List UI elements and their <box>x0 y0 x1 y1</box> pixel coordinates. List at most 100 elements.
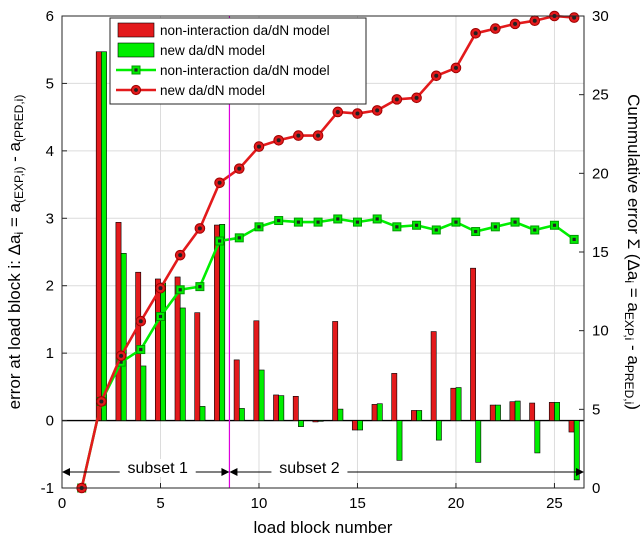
point-non-interaction-center-21 <box>474 229 478 234</box>
point-non-interaction-center-3 <box>119 360 123 364</box>
bar-new-16 <box>376 403 383 421</box>
subset-arrow-head-left-2 <box>229 468 238 476</box>
point-new-center-9 <box>237 166 242 171</box>
bar-non-interaction-17 <box>391 373 398 421</box>
x-tick-label: 25 <box>546 495 563 512</box>
y-right-tick-label: 10 <box>592 323 609 340</box>
bar-non-interaction-23 <box>509 401 516 421</box>
legend-swatch-0 <box>117 22 155 38</box>
bar-new-8 <box>219 224 226 421</box>
y-right-tick-label: 25 <box>592 87 609 104</box>
legend-marker-center-3 <box>134 88 138 92</box>
point-new-center-21 <box>473 31 478 36</box>
bar-non-interaction-3 <box>115 222 122 421</box>
point-non-interaction-center-20 <box>454 220 458 224</box>
point-new-center-24 <box>532 18 537 23</box>
bar-new-6 <box>179 307 186 421</box>
bar-non-interaction-13 <box>312 420 319 423</box>
bar-new-25 <box>554 402 560 421</box>
y-left-tick-label: 2 <box>46 278 54 295</box>
bar-non-interaction-21 <box>470 267 476 421</box>
bar-non-interaction-20 <box>450 387 457 421</box>
legend-swatch-1 <box>117 42 155 58</box>
y-right-axis-label-part: EXP,i <box>622 312 636 340</box>
y-left-tick-label: 0 <box>46 413 54 430</box>
point-non-interaction-center-10 <box>257 225 261 229</box>
y-right-axis-label-part: - a <box>624 340 642 365</box>
point-non-interaction-center-24 <box>533 228 537 232</box>
y-right-axis-label-part: ) <box>624 404 642 410</box>
bar-new-26 <box>573 420 580 481</box>
point-new-center-5 <box>158 286 163 291</box>
legend: non-interaction da/dN model new da/dN mod… <box>109 17 367 105</box>
bar-non-interaction-6 <box>174 276 181 421</box>
point-non-interaction-center-22 <box>493 225 497 229</box>
y-left-tick-label: 6 <box>46 8 54 25</box>
y-left-axis-label-part: = a <box>5 202 24 231</box>
point-non-interaction-center-14 <box>336 217 340 221</box>
point-new-center-22 <box>493 26 498 31</box>
legend-label-2: non-interaction da/dN model <box>160 63 330 78</box>
y-right-tick-label: 5 <box>592 401 600 418</box>
bar-non-interaction-26 <box>568 420 575 433</box>
point-new-center-26 <box>572 15 577 20</box>
y-left-axis-label: error at load block i: Δai = a(EXP,i) - … <box>5 95 26 410</box>
bar-new-3 <box>120 253 127 421</box>
bar-new-19 <box>435 420 442 441</box>
point-non-interaction-center-19 <box>434 228 438 232</box>
point-new-center-10 <box>256 144 261 149</box>
subset-arrow-head-right-1 <box>221 468 230 476</box>
bar-non-interaction-18 <box>411 410 417 421</box>
bar-non-interaction-25 <box>548 402 555 421</box>
bar-non-interaction-16 <box>371 404 378 421</box>
y-right-tick-label: 20 <box>592 165 609 182</box>
point-non-interaction-center-6 <box>178 288 182 292</box>
y-right-tick-label: 30 <box>592 8 609 25</box>
y-right-axis-label-part: Cummulative error Σ (Δa <box>624 94 642 281</box>
bar-non-interaction-24 <box>529 402 536 421</box>
subset-label-2: subset 2 <box>279 460 340 477</box>
point-new-center-15 <box>355 111 360 116</box>
bar-non-interaction-14 <box>332 321 339 421</box>
x-tick-label: 10 <box>251 495 268 512</box>
point-new-center-7 <box>197 226 202 231</box>
point-non-interaction-center-5 <box>158 314 163 319</box>
bar-new-4 <box>140 365 147 421</box>
bar-new-11 <box>278 395 285 421</box>
x-tick-label: 5 <box>156 495 164 512</box>
bar-new-21 <box>475 420 482 463</box>
point-new-center-18 <box>414 95 419 100</box>
y-left-axis-label-part: i <box>12 232 26 235</box>
lines <box>76 10 580 494</box>
bar-new-24 <box>534 420 541 454</box>
subset-label-1: subset 1 <box>127 460 188 477</box>
point-non-interaction-center-4 <box>139 347 143 352</box>
legend-marker-center-2 <box>134 68 138 72</box>
point-new-center-8 <box>217 180 222 185</box>
y-right-axis-label: Cummulative error Σ (Δai = aEXP,i - aPRE… <box>622 94 642 410</box>
y-left-axis-label-part: (EXP,i) <box>12 167 26 203</box>
bar-new-7 <box>199 406 206 421</box>
point-new-center-20 <box>453 65 458 70</box>
bar-new-18 <box>416 410 423 421</box>
subset-annotations: subset 1 subset 2 <box>62 459 584 477</box>
point-new-center-4 <box>138 319 143 324</box>
point-new-center-2 <box>99 399 104 404</box>
point-non-interaction-center-25 <box>552 223 557 227</box>
bar-new-17 <box>396 420 403 461</box>
point-non-interaction-center-16 <box>375 217 379 221</box>
point-new-center-12 <box>296 133 301 138</box>
bar-new-5 <box>160 282 166 421</box>
point-new-center-16 <box>375 108 380 113</box>
point-non-interaction-center-8 <box>217 239 222 243</box>
y-left-axis-label-part: (PRED,i) <box>12 95 26 142</box>
y-right-tick-label: 0 <box>592 480 600 497</box>
bar-new-14 <box>337 408 344 421</box>
y-left-tick-label: 5 <box>46 75 54 92</box>
point-non-interaction-center-11 <box>277 218 281 223</box>
point-new-center-23 <box>513 21 518 26</box>
x-axis-label: load block number <box>254 518 393 537</box>
point-new-center-19 <box>434 73 439 78</box>
bar-non-interaction-15 <box>351 420 358 431</box>
